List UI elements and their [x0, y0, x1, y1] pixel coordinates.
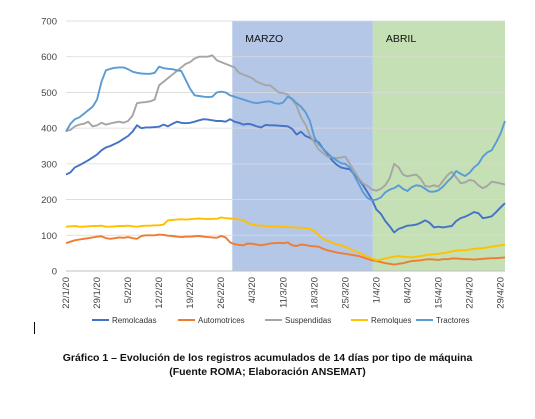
- april-period-label: ABRIL: [386, 33, 417, 45]
- legend-label: Remolcadas: [112, 316, 156, 325]
- x-tick-label: 12/2/20: [154, 277, 165, 309]
- series-line-automotrices: [65, 233, 506, 266]
- x-tick-label: 26/2/20: [216, 277, 227, 309]
- y-tick-label: 0: [52, 267, 57, 278]
- series-line-suspendidas: [65, 54, 506, 192]
- chart-caption-title: Gráfico 1 – Evolución de los registros a…: [62, 352, 473, 364]
- y-tick-label: 300: [41, 159, 57, 170]
- x-tick-label: 25/3/20: [340, 277, 351, 309]
- frame-edge-mark: [34, 322, 35, 334]
- y-tick-label: 500: [41, 88, 57, 99]
- april-period-band: [372, 21, 505, 271]
- x-tick-label: 11/3/20: [278, 277, 289, 308]
- x-axis: 22/1/20 29/1/20 5/2/20 12/2/20 19/2/20 26/2/2…: [61, 277, 507, 309]
- march-period-label: MARZO: [245, 33, 283, 45]
- y-tick-label: 600: [41, 52, 57, 63]
- x-tick-label: 1/4/20: [371, 277, 382, 303]
- x-tick-label: 22/1/20: [61, 277, 72, 309]
- period-bands: MARZO ABRIL: [232, 21, 505, 271]
- x-tick-label: 5/2/20: [123, 277, 134, 303]
- y-axis: 0 100 200 300 400 500 600 700: [41, 17, 57, 278]
- legend-label: Remolques: [371, 316, 411, 325]
- y-tick-label: 400: [41, 124, 57, 135]
- x-tick-label: 29/4/20: [496, 277, 507, 309]
- march-period-band: [232, 21, 373, 271]
- x-tick-label: 29/1/20: [92, 277, 103, 309]
- legend-label: Automotrices: [198, 316, 245, 325]
- legend-label: Suspendidas: [285, 316, 331, 325]
- x-tick-label: 4/3/20: [247, 277, 258, 303]
- series-line-remolcadas: [65, 118, 506, 234]
- line-chart: MARZO ABRIL 0 100 200 300 400 500 600 700 22/1/…: [41, 17, 507, 326]
- series-line-tractores: [65, 65, 506, 202]
- x-tick-label: 18/3/20: [309, 277, 320, 309]
- chart-caption-source: (Fuente ROMA; Elaboración ANSEMAT): [169, 366, 366, 378]
- y-tick-label: 700: [41, 17, 57, 28]
- gridlines: [66, 20, 505, 272]
- series-lines: [65, 54, 506, 266]
- x-tick-label: 15/4/20: [433, 277, 444, 309]
- series-line-remolques: [65, 216, 506, 262]
- y-tick-label: 200: [41, 195, 57, 206]
- legend-label: Tractores: [436, 316, 470, 325]
- x-tick-label: 8/4/20: [402, 277, 413, 303]
- x-tick-label: 19/2/20: [185, 277, 196, 309]
- x-tick-label: 22/4/20: [465, 277, 476, 309]
- legend: Remolcadas Automotrices Suspendidas Remolqu…: [92, 316, 470, 325]
- y-tick-label: 100: [41, 231, 57, 242]
